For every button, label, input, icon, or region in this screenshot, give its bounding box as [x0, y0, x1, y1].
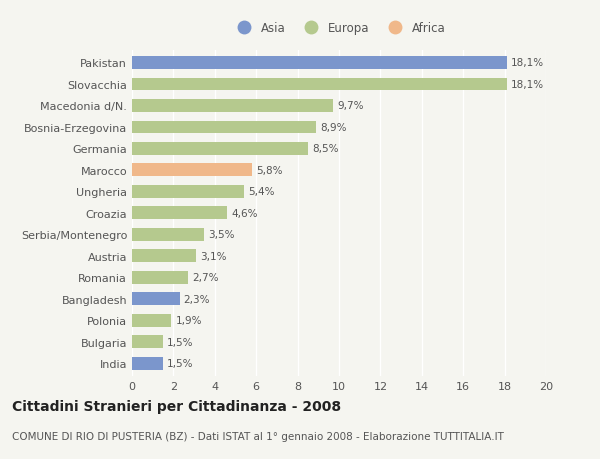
Text: 18,1%: 18,1% — [511, 80, 544, 90]
Text: 5,4%: 5,4% — [248, 187, 274, 197]
Legend: Asia, Europa, Africa: Asia, Europa, Africa — [227, 17, 451, 39]
Text: 2,7%: 2,7% — [192, 273, 218, 283]
Bar — [132, 293, 179, 306]
Text: COMUNE DI RIO DI PUSTERIA (BZ) - Dati ISTAT al 1° gennaio 2008 - Elaborazione TU: COMUNE DI RIO DI PUSTERIA (BZ) - Dati IS… — [12, 431, 504, 442]
Text: 3,5%: 3,5% — [209, 230, 235, 240]
Text: 9,7%: 9,7% — [337, 101, 364, 111]
Text: 1,5%: 1,5% — [167, 358, 194, 369]
Bar — [132, 78, 506, 91]
Bar — [132, 357, 163, 370]
Text: 18,1%: 18,1% — [511, 58, 544, 68]
Bar — [132, 314, 172, 327]
Bar — [132, 207, 227, 220]
Bar — [132, 185, 244, 198]
Text: 4,6%: 4,6% — [232, 208, 258, 218]
Bar — [132, 164, 252, 177]
Bar — [132, 100, 333, 112]
Text: 8,5%: 8,5% — [312, 144, 338, 154]
Text: 8,9%: 8,9% — [320, 123, 347, 133]
Bar — [132, 271, 188, 284]
Text: 5,8%: 5,8% — [256, 166, 283, 175]
Bar — [132, 143, 308, 156]
Bar — [132, 57, 506, 70]
Text: 1,9%: 1,9% — [175, 316, 202, 325]
Text: 1,5%: 1,5% — [167, 337, 194, 347]
Text: 3,1%: 3,1% — [200, 252, 227, 261]
Bar — [132, 336, 163, 348]
Bar — [132, 250, 196, 263]
Text: Cittadini Stranieri per Cittadinanza - 2008: Cittadini Stranieri per Cittadinanza - 2… — [12, 399, 341, 413]
Text: 2,3%: 2,3% — [184, 294, 210, 304]
Bar — [132, 121, 316, 134]
Bar — [132, 229, 205, 241]
